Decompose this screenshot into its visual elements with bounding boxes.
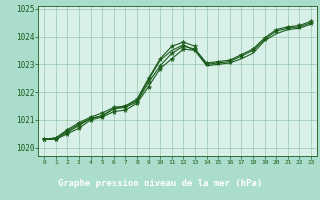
Text: Graphe pression niveau de la mer (hPa): Graphe pression niveau de la mer (hPa) xyxy=(58,179,262,188)
